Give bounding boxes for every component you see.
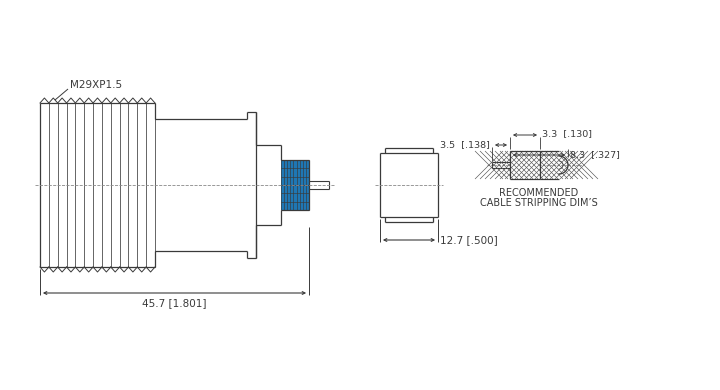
Text: 3.3  [.130]: 3.3 [.130] (542, 129, 592, 138)
Text: CABLE STRIPPING DIM’S: CABLE STRIPPING DIM’S (480, 198, 598, 208)
Text: 8.3  [.327]: 8.3 [.327] (570, 151, 620, 160)
Bar (510, 151, 540, 179)
Text: 3.5  [.138]: 3.5 [.138] (440, 140, 490, 149)
Bar (510, 151, 540, 179)
Text: RECOMMENDED: RECOMMENDED (500, 188, 579, 198)
Bar (281, 160, 309, 210)
Text: M29XP1.5: M29XP1.5 (70, 80, 122, 90)
Text: 45.7 [1.801]: 45.7 [1.801] (143, 298, 207, 308)
Text: 12.7 [.500]: 12.7 [.500] (440, 235, 498, 245)
